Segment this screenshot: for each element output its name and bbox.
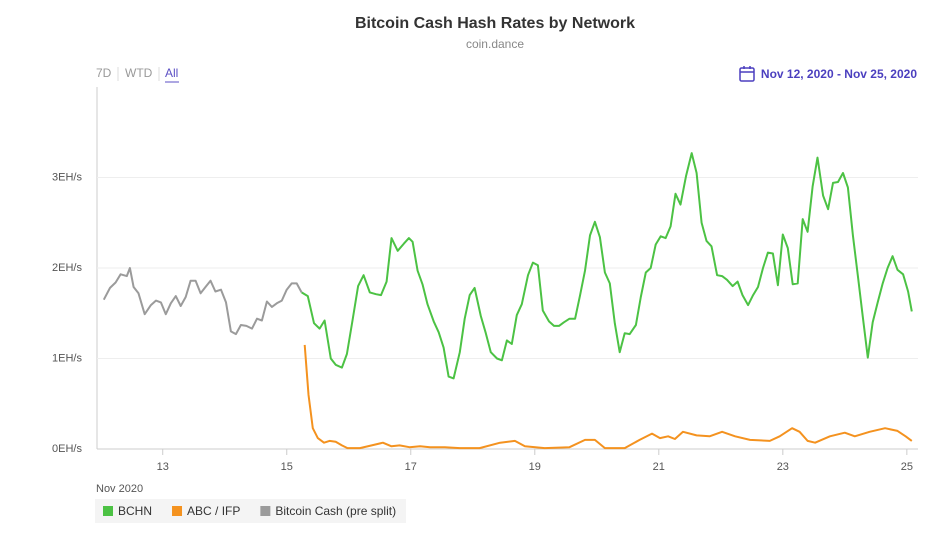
x-tick-label: 13 (157, 461, 169, 473)
legend-label[interactable]: Bitcoin Cash (pre split) (275, 504, 396, 518)
chart-title: Bitcoin Cash Hash Rates by Network (355, 15, 635, 32)
legend-box (95, 499, 406, 523)
x-tick-label: 19 (529, 461, 541, 473)
x-tick-label: 25 (901, 461, 913, 473)
y-tick-label: 3EH/s (52, 171, 82, 183)
legend-swatch (172, 506, 183, 516)
x-tick-label: 23 (777, 461, 789, 473)
calendar-icon[interactable] (739, 66, 755, 82)
range-button[interactable]: All (165, 66, 178, 80)
series-line (102, 267, 303, 336)
date-range[interactable]: Nov 12, 2020 - Nov 25, 2020 (761, 67, 917, 81)
legend-swatch (103, 506, 113, 516)
y-tick-label: 2EH/s (52, 262, 82, 274)
legend-label[interactable]: ABC / IFP (187, 504, 240, 518)
range-button[interactable]: WTD (125, 66, 153, 80)
legend-label[interactable]: BCHN (118, 504, 152, 518)
chart-subtitle: coin.dance (466, 37, 524, 51)
x-tick-label: 15 (281, 461, 293, 473)
x-tick-label: 17 (405, 461, 417, 473)
y-tick-label: 1EH/s (52, 352, 82, 364)
series-line (303, 344, 913, 450)
calendar-body (739, 67, 755, 82)
y-tick-label: 0EH/s (52, 443, 82, 455)
x-axis-label: Nov 2020 (96, 483, 143, 495)
series-line (301, 152, 913, 380)
x-tick-label: 21 (653, 461, 665, 473)
range-button[interactable]: 7D (96, 66, 112, 80)
legend-swatch (260, 506, 271, 516)
